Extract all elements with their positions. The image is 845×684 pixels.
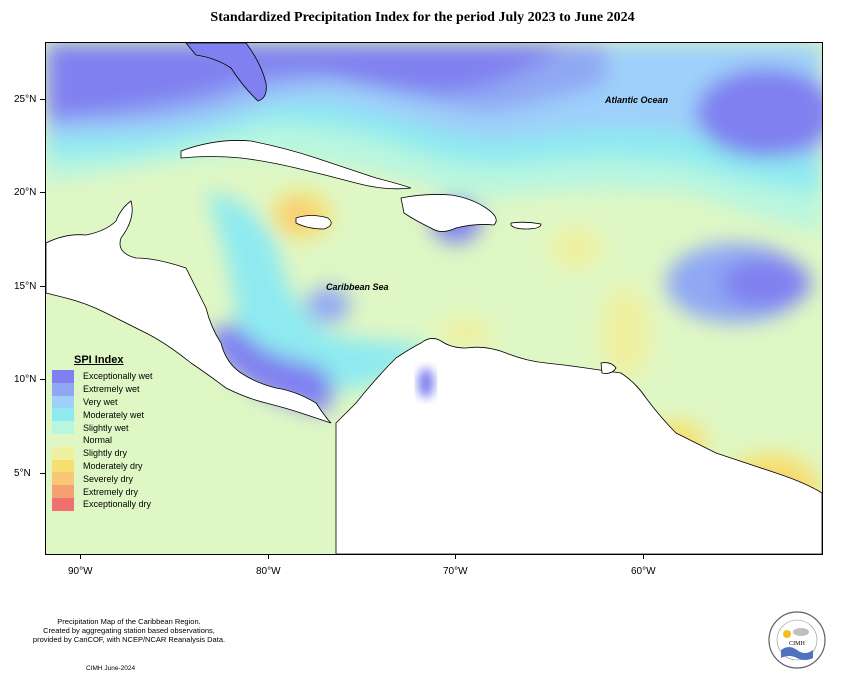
legend-swatch: [52, 382, 74, 396]
map-credit: CIMH June-2024: [86, 665, 136, 672]
legend-label: Exceptionally wet: [83, 371, 153, 382]
legend-label: Moderately dry: [83, 460, 143, 471]
legend-item: Exceptionally dry: [52, 497, 202, 511]
lat-label-15n: 15°N: [14, 281, 37, 292]
spi-legend: SPI Index Exceptionally wet Extremely wet…: [52, 354, 202, 511]
legend-swatch: [52, 459, 74, 473]
lat-tick: [40, 473, 45, 474]
legend-swatch: [52, 497, 74, 511]
spi-zone-moderately-wet-caribbean: [206, 193, 426, 391]
legend-label: Very wet: [83, 396, 118, 407]
legend-label: Slightly dry: [83, 448, 128, 459]
legend-swatch: [52, 370, 74, 383]
lat-label-10n: 10°N: [14, 374, 37, 385]
logo-text: CIMH: [789, 641, 805, 647]
legend-item: Moderately wet: [52, 408, 202, 422]
legend-swatch: [52, 421, 74, 434]
lat-label-25n: 25°N: [14, 94, 37, 105]
lat-tick: [40, 379, 45, 380]
spi-zone-slightly-dry-leewards: [551, 228, 601, 268]
spi-zone-exceptionally-wet-north: [46, 43, 566, 118]
caribbean-sea-label: Caribbean Sea: [326, 282, 389, 292]
lat-tick: [40, 192, 45, 193]
legend-item: Extremely wet: [52, 382, 202, 396]
lon-label-60w: 60°W: [631, 566, 656, 577]
spi-zone-slightly-dry-windwards: [601, 288, 651, 378]
legend-label: Extremely dry: [83, 486, 139, 497]
spi-zone-exceptionally-wet-east: [721, 258, 811, 308]
land-hispaniola: [400, 194, 497, 232]
legend-item: Very wet: [52, 395, 202, 409]
spi-zone-exceptionally-wet-sw: [206, 323, 333, 413]
lon-label-70w: 70°W: [443, 566, 468, 577]
land-central-america: [46, 200, 332, 424]
legend-swatch: [52, 485, 74, 498]
legend-item: Slightly dry: [52, 446, 202, 460]
cimh-logo: CIMH: [768, 611, 826, 669]
legend-label: Extremely wet: [83, 384, 140, 395]
legend-items: Exceptionally wet Extremely wet Very wet Mo…: [52, 370, 202, 511]
map-footer: Precipitation Map of the Caribbean Regio…: [18, 617, 240, 644]
legend-item: Normal: [52, 433, 202, 447]
spi-map: [45, 42, 823, 555]
lon-tick: [455, 554, 456, 559]
legend-item: Exceptionally wet: [52, 370, 202, 383]
spi-zone-extremely-wet-central: [306, 287, 350, 323]
lat-tick: [40, 99, 45, 100]
land-trinidad: [600, 362, 617, 374]
legend-swatch: [52, 472, 74, 486]
legend-label: Severely dry: [83, 473, 134, 484]
legend-swatch: [52, 408, 74, 422]
legend-item: Severely dry: [52, 472, 202, 486]
footer-line-2: Created by aggregating station based obs…: [43, 626, 215, 635]
spi-zone-exceptionally-wet-atlantic: [696, 68, 822, 158]
land-florida: [185, 43, 267, 102]
map-title: Standardized Precipitation Index for the…: [210, 10, 635, 25]
legend-item: Extremely dry: [52, 485, 202, 498]
spi-zone-lake-maracaibo: [418, 368, 434, 398]
legend-label: Slightly wet: [83, 422, 129, 433]
legend-title: SPI Index: [74, 354, 124, 366]
footer-line-3: provided by CariCOF, with NCEP/NCAR Rean…: [32, 635, 226, 644]
lon-tick: [80, 554, 81, 559]
cloud-icon: [793, 628, 809, 636]
legend-swatch: [52, 433, 74, 447]
land-jamaica: [295, 215, 332, 230]
lat-label-20n: 20°N: [14, 187, 37, 198]
lon-label-90w: 90°W: [68, 566, 93, 577]
legend-swatch: [52, 446, 74, 460]
lat-label-5n: 5°N: [14, 468, 31, 479]
lat-tick: [40, 286, 45, 287]
land-south-america: [335, 338, 822, 554]
lon-tick: [268, 554, 269, 559]
spi-zone-slightly-dry-venezuela: [441, 318, 491, 348]
legend-item: Moderately dry: [52, 459, 202, 473]
footer-line-1: Precipitation Map of the Caribbean Regio…: [57, 617, 201, 626]
legend-swatch: [52, 395, 74, 409]
sun-icon: [783, 630, 791, 638]
legend-item: Slightly wet: [52, 421, 202, 434]
legend-label: Moderately wet: [83, 409, 145, 420]
legend-label: Exceptionally dry: [83, 499, 152, 510]
lon-label-80w: 80°W: [256, 566, 281, 577]
atlantic-ocean-label: Atlantic Ocean: [605, 95, 669, 105]
land-puerto-rico: [510, 221, 542, 230]
land-cuba: [180, 140, 412, 190]
legend-label: Normal: [83, 435, 113, 446]
lon-tick: [643, 554, 644, 559]
